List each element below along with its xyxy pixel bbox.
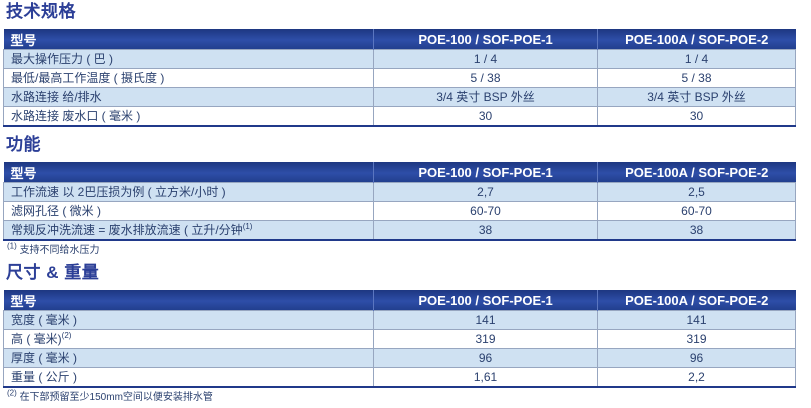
row-value: 141: [597, 310, 796, 330]
section-title-functions: 功能: [6, 135, 41, 154]
row-value: 3/4 英寸 BSP 外丝: [597, 87, 796, 107]
row-value: 1,61: [373, 367, 598, 388]
row-label: 重量 ( 公斤 ): [3, 367, 374, 388]
row-value: 3/4 英寸 BSP 外丝: [373, 87, 598, 107]
row-value: 5 / 38: [373, 68, 598, 88]
footnote-2-text: 在下部预留至少150mm空间以便安装排水管: [19, 392, 213, 403]
row-value: 1 / 4: [373, 49, 598, 69]
section-title-dimensions-weight: 尺寸 & 重量: [6, 263, 100, 282]
table-row: 最大操作压力 ( 巴 ) 1 / 4 1 / 4: [3, 49, 796, 69]
col-header-model: 型号: [3, 162, 374, 183]
section-dimensions-weight: 尺寸 & 重量 型号 POE-100 / SOF-POE-1 POE-100A …: [3, 263, 796, 404]
row-value: 319: [373, 329, 598, 349]
table-row: 水路连接 废水口 ( 毫米 ) 30 30: [3, 106, 796, 127]
row-value: 38: [373, 220, 598, 241]
row-label: 水路连接 给/排水: [3, 87, 374, 107]
table-header-row: 型号 POE-100 / SOF-POE-1 POE-100A / SOF-PO…: [3, 290, 796, 311]
table-row: 厚度 ( 毫米 ) 96 96: [3, 348, 796, 368]
table-row: 滤网孔径 ( 微米 ) 60-70 60-70: [3, 201, 796, 221]
row-label: 厚度 ( 毫米 ): [3, 348, 374, 368]
footnote-2-marker: (2): [7, 388, 17, 398]
row-value: 30: [373, 106, 598, 127]
row-label: 最低/最高工作温度 ( 摄氏度 ): [3, 68, 374, 88]
row-label: 高 ( 毫米)(2): [3, 329, 374, 349]
row-label: 滤网孔径 ( 微米 ): [3, 201, 374, 221]
row-value: 30: [597, 106, 796, 127]
row-label: 水路连接 废水口 ( 毫米 ): [3, 106, 374, 127]
row-value: 2,2: [597, 367, 796, 388]
table-row: 宽度 ( 毫米 ) 141 141: [3, 310, 796, 330]
col-header-model: 型号: [3, 29, 374, 50]
row-value: 141: [373, 310, 598, 330]
footnote-ref-1: (1): [242, 222, 253, 231]
row-value: 60-70: [597, 201, 796, 221]
table-header-row: 型号 POE-100 / SOF-POE-1 POE-100A / SOF-PO…: [3, 162, 796, 183]
row-label: 工作流速 以 2巴压损为例 ( 立方米/小时 ): [3, 182, 374, 202]
footnote-1-text: 支持不同给水压力: [19, 245, 100, 256]
row-label: 宽度 ( 毫米 ): [3, 310, 374, 330]
footnote-1: (1) 支持不同给水压力: [7, 241, 795, 257]
section-technical-specs: 技术规格 型号 POE-100 / SOF-POE-1 POE-100A / S…: [3, 2, 796, 127]
row-label: 常规反冲洗流速 = 废水排放流速 ( 立升/分钟(1): [3, 220, 374, 241]
col-header-poe100: POE-100 / SOF-POE-1: [373, 290, 598, 311]
section-functions: 功能 型号 POE-100 / SOF-POE-1 POE-100A / SOF…: [3, 135, 796, 257]
table-row: 重量 ( 公斤 ) 1,61 2,2: [3, 367, 796, 388]
table-row: 常规反冲洗流速 = 废水排放流速 ( 立升/分钟(1) 38 38: [3, 220, 796, 241]
footnote-1-marker: (1): [7, 241, 17, 251]
row-value: 5 / 38: [597, 68, 796, 88]
col-header-poe100: POE-100 / SOF-POE-1: [373, 29, 598, 50]
row-value: 2,5: [597, 182, 796, 202]
table-row: 最低/最高工作温度 ( 摄氏度 ) 5 / 38 5 / 38: [3, 68, 796, 88]
row-value: 2,7: [373, 182, 598, 202]
dimensions-weight-table: 型号 POE-100 / SOF-POE-1 POE-100A / SOF-PO…: [3, 290, 796, 388]
row-value: 96: [373, 348, 598, 368]
technical-specs-table: 型号 POE-100 / SOF-POE-1 POE-100A / SOF-PO…: [3, 29, 796, 127]
row-value: 1 / 4: [597, 49, 796, 69]
table-row: 高 ( 毫米)(2) 319 319: [3, 329, 796, 349]
table-row: 水路连接 给/排水 3/4 英寸 BSP 外丝 3/4 英寸 BSP 外丝: [3, 87, 796, 107]
col-header-model: 型号: [3, 290, 374, 311]
row-value: 319: [597, 329, 796, 349]
row-value: 96: [597, 348, 796, 368]
table-row: 工作流速 以 2巴压损为例 ( 立方米/小时 ) 2,7 2,5: [3, 182, 796, 202]
footnote-2: (2) 在下部预留至少150mm空间以便安装排水管: [7, 388, 795, 404]
table-header-row: 型号 POE-100 / SOF-POE-1 POE-100A / SOF-PO…: [3, 29, 796, 50]
row-label-text: 常规反冲洗流速 = 废水排放流速 ( 立升/分钟: [11, 223, 243, 237]
col-header-poe100a: POE-100A / SOF-POE-2: [597, 290, 796, 311]
col-header-poe100a: POE-100A / SOF-POE-2: [597, 29, 796, 50]
row-label: 最大操作压力 ( 巴 ): [3, 49, 374, 69]
row-value: 60-70: [373, 201, 598, 221]
row-value: 38: [597, 220, 796, 241]
col-header-poe100a: POE-100A / SOF-POE-2: [597, 162, 796, 183]
functions-table: 型号 POE-100 / SOF-POE-1 POE-100A / SOF-PO…: [3, 162, 796, 241]
row-label-text: 高 ( 毫米): [11, 332, 62, 346]
col-header-poe100: POE-100 / SOF-POE-1: [373, 162, 598, 183]
footnote-ref-2: (2): [61, 331, 72, 340]
section-title-technical-specs: 技术规格: [6, 2, 76, 21]
